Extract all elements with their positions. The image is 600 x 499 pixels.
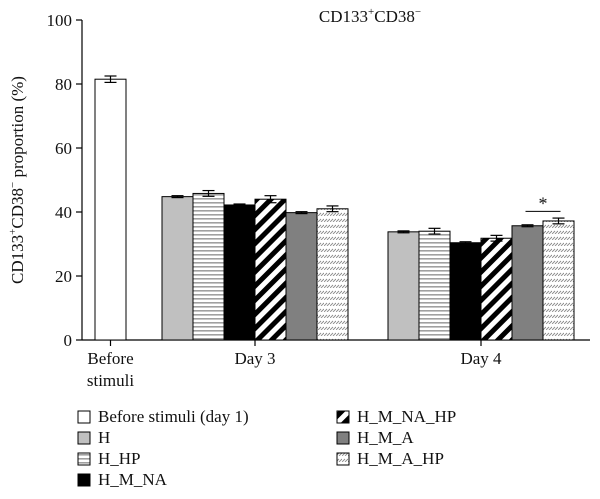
x-category-label: Day 4 bbox=[460, 349, 502, 368]
x-category-labels: Before stimuli Day 3 Day 4 bbox=[87, 349, 502, 390]
legend-swatch bbox=[336, 410, 350, 424]
legend-label: H_M_A_HP bbox=[357, 449, 444, 468]
y-tick-label: 0 bbox=[64, 331, 73, 350]
bars bbox=[94, 78, 575, 341]
bar bbox=[480, 237, 513, 341]
legend-label: Before stimuli (day 1) bbox=[98, 407, 249, 426]
x-category-label: Before bbox=[87, 349, 133, 368]
bar bbox=[94, 78, 127, 341]
legend-label: H_HP bbox=[98, 449, 141, 468]
y-tick-label: 80 bbox=[55, 75, 72, 94]
legend-swatch bbox=[77, 473, 91, 487]
error-bars bbox=[104, 75, 565, 245]
bar bbox=[418, 230, 451, 341]
significance-star: * bbox=[539, 193, 548, 213]
legend-swatch bbox=[77, 431, 91, 445]
legend-swatch bbox=[77, 410, 91, 424]
y-tick-label: 20 bbox=[55, 267, 72, 286]
significance-annotations: * bbox=[525, 193, 561, 213]
bar bbox=[542, 220, 575, 341]
bar bbox=[192, 192, 225, 341]
y-tick-label: 60 bbox=[55, 139, 72, 158]
legend-label: H bbox=[98, 428, 110, 447]
legend-swatch bbox=[336, 431, 350, 445]
bar bbox=[254, 198, 287, 341]
bar bbox=[161, 196, 194, 341]
legend-label: H_M_NA_HP bbox=[357, 407, 456, 426]
y-tick-label: 100 bbox=[47, 11, 73, 30]
x-category-label: Day 3 bbox=[234, 349, 275, 368]
bar bbox=[449, 242, 482, 341]
legend-label: H_M_A bbox=[357, 428, 414, 447]
legend-label: H_M_NA bbox=[98, 470, 168, 489]
legend-swatch bbox=[77, 452, 91, 466]
y-axis-label: CD133+CD38− proportion (%) bbox=[7, 76, 27, 284]
bar bbox=[316, 208, 349, 341]
x-category-label: stimuli bbox=[87, 371, 135, 390]
bar bbox=[285, 212, 318, 341]
bar bbox=[223, 204, 256, 341]
y-tick-label: 40 bbox=[55, 203, 72, 222]
legend: Before stimuli (day 1) H H_HP H_M_NA H_M_NA_… bbox=[77, 407, 456, 489]
chart-title: CD133+CD38− bbox=[319, 6, 421, 26]
bar bbox=[511, 225, 544, 341]
bar bbox=[387, 231, 420, 341]
legend-swatch bbox=[336, 452, 350, 466]
